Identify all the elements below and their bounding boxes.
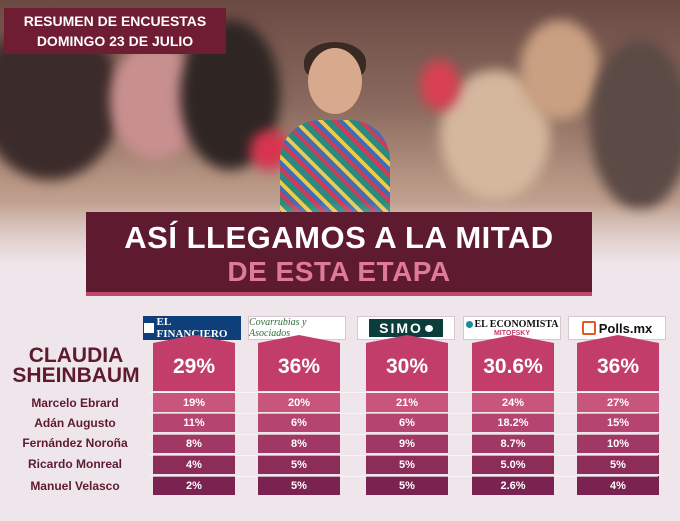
result-cell: 6% <box>258 413 340 432</box>
result-cell: 19% <box>153 393 235 412</box>
sheinbaum-value: 36% <box>596 355 640 378</box>
poll-column: 36% 27% 15% 10% 5% 4% <box>577 335 659 497</box>
sheinbaum-value: 36% <box>277 355 321 378</box>
chart-icon <box>581 321 596 335</box>
result-cell: 18.2% <box>472 413 554 432</box>
title-banner: ASÍ LLEGAMOS A LA MITAD DE ESTA ETAPA <box>86 212 592 292</box>
date-header: RESUMEN DE ENCUESTAS DOMINGO 23 DE JULIO <box>4 8 226 54</box>
sheinbaum-value: 29% <box>172 355 216 378</box>
result-cell: 8% <box>153 434 235 453</box>
central-figure <box>280 40 390 230</box>
result-cell: 9% <box>366 434 448 453</box>
result-cell: 6% <box>366 413 448 432</box>
sheinbaum-value: 30% <box>385 355 429 378</box>
header-line-2: DOMINGO 23 DE JULIO <box>36 33 194 49</box>
result-cell: 20% <box>258 393 340 412</box>
candidate-label: Ricardo Monreal <box>27 457 123 471</box>
result-cell: 24% <box>472 393 554 412</box>
chat-bubble-icon <box>424 324 433 332</box>
main-candidate-last: SHEINBAUM <box>12 364 140 387</box>
title-underline <box>86 292 592 296</box>
result-cell: 5% <box>577 455 659 474</box>
result-cell: 27% <box>577 393 659 412</box>
result-cell: 5% <box>258 476 340 495</box>
result-cell: 4% <box>577 476 659 495</box>
result-cell: 5.0% <box>472 455 554 474</box>
row-divider <box>150 476 658 477</box>
result-cell: 11% <box>153 413 235 432</box>
result-cell: 2% <box>153 476 235 495</box>
result-cell: 21% <box>366 393 448 412</box>
result-cell: 5% <box>366 476 448 495</box>
sheinbaum-value: 30.6% <box>483 355 543 378</box>
globe-icon <box>465 320 473 328</box>
main-candidate-label: CLAUDIA SHEINBAUM <box>4 344 148 387</box>
result-cell: 8% <box>258 434 340 453</box>
row-divider <box>150 413 658 414</box>
row-divider <box>150 434 658 435</box>
building-icon <box>144 323 154 333</box>
candidate-label: Fernández Noroña <box>22 436 128 450</box>
header-line-1: RESUMEN DE ENCUESTAS <box>23 13 207 29</box>
poll-column: 30% 21% 6% 9% 5% 5% <box>366 335 448 497</box>
candidate-label: Marcelo Ebrard <box>31 396 119 410</box>
result-cell: 15% <box>577 413 659 432</box>
poll-column: 30.6% 24% 18.2% 8.7% 5.0% 2.6% <box>472 335 554 497</box>
candidate-label: Adán Augusto <box>34 416 116 430</box>
candidate-label: Manuel Velasco <box>30 479 120 493</box>
row-divider <box>150 455 658 456</box>
result-cell: 5% <box>258 455 340 474</box>
result-cell: 4% <box>153 455 235 474</box>
title-line-2: DE ESTA ETAPA <box>227 256 451 287</box>
result-cell: 8.7% <box>472 434 554 453</box>
title-line-1: ASÍ LLEGAMOS A LA MITAD <box>124 220 554 255</box>
main-candidate-first: CLAUDIA <box>28 344 124 367</box>
poll-column: 36% 20% 6% 8% 5% 5% <box>258 335 340 497</box>
row-divider <box>150 392 658 393</box>
result-cell: 5% <box>366 455 448 474</box>
poll-column: 29% 19% 11% 8% 4% 2% <box>153 335 235 497</box>
result-cell: 2.6% <box>472 476 554 495</box>
result-cell: 10% <box>577 434 659 453</box>
